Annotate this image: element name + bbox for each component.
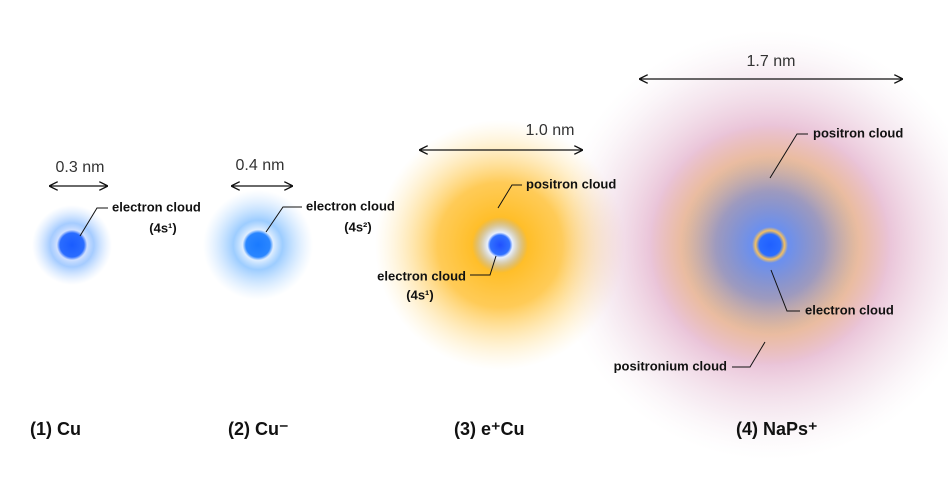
annotation: positronium cloud	[614, 358, 727, 373]
annotation: (4s¹)	[149, 220, 176, 235]
cloud-cu-minus	[203, 190, 313, 300]
leader-line	[732, 341, 766, 368]
leader-line	[79, 207, 108, 237]
panel-label: (3) e⁺Cu	[454, 419, 525, 439]
annotation: (4s²)	[344, 219, 371, 234]
annotation: electron cloud	[306, 198, 395, 213]
size-label: 0.4 nm	[236, 157, 285, 174]
annotation: positron cloud	[526, 176, 616, 191]
electron-cloud-4	[680, 155, 860, 335]
annotation: positron cloud	[813, 125, 903, 140]
annotation: electron cloud	[112, 199, 201, 214]
panel-label: (4) NaPs⁺	[736, 419, 818, 439]
panel-label: (1) Cu	[30, 419, 81, 439]
annotation: (4s¹)	[406, 287, 433, 302]
size-label: 0.3 nm	[56, 159, 105, 176]
leader-line	[769, 133, 808, 179]
size-label: 1.0 nm	[526, 122, 575, 139]
leader-line	[470, 255, 497, 276]
leader-line	[770, 269, 800, 312]
leader-line	[497, 184, 522, 209]
electron-cloud-3	[472, 217, 528, 273]
cloud-cu	[32, 205, 112, 285]
annotation: electron cloud	[377, 268, 466, 283]
panel-label: (2) Cu⁻	[228, 419, 289, 439]
annotation: electron cloud	[805, 302, 894, 317]
leader-line	[265, 206, 302, 233]
size-label: 1.7 nm	[747, 53, 796, 70]
